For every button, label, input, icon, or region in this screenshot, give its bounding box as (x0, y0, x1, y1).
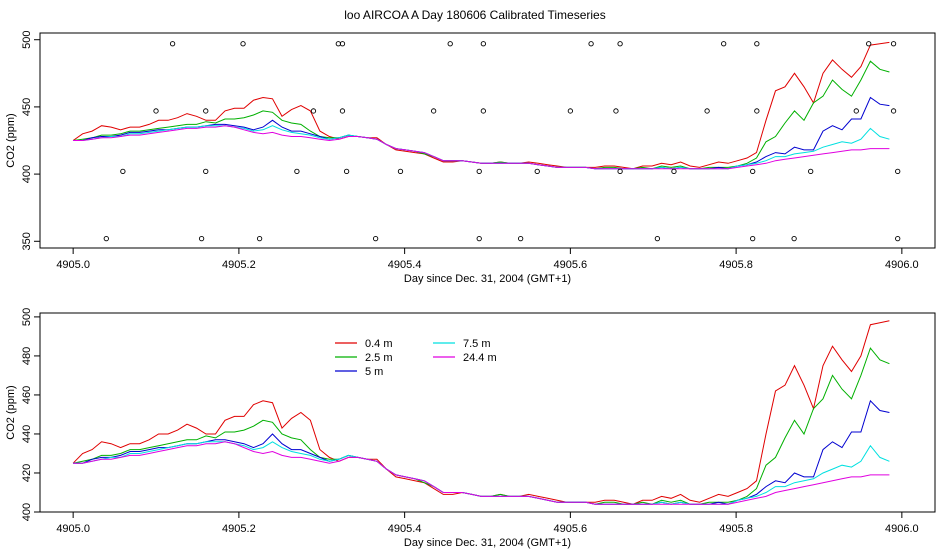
scatter-point (240, 41, 246, 47)
scatter-point (654, 235, 661, 242)
scatter-point (203, 168, 209, 175)
y-tick-label: 400 (21, 165, 33, 183)
y-tick-label: 500 (21, 31, 33, 49)
scatter-point (750, 235, 756, 242)
series-line-7-5-m (73, 125, 890, 170)
plot-frame (39, 32, 936, 249)
scatter-point (447, 41, 453, 47)
panel-bottom: 4905.0 4905.2 4905.4 4905.6 4905.8 4906.0 400 4… (5, 308, 936, 549)
x-tick-label: 4906.0 (885, 523, 919, 535)
y-tick-label: 440 (21, 425, 33, 443)
scatter-point (895, 168, 901, 175)
scatter-point (256, 235, 263, 242)
x-tick-label: 4905.4 (388, 523, 422, 535)
scatter-point (169, 41, 176, 47)
scatter-point (588, 41, 594, 47)
scatter-point (617, 41, 623, 47)
scatter-point (476, 168, 482, 175)
scatter-point (203, 108, 209, 114)
plot-frame (39, 312, 936, 513)
scatter-point (534, 168, 540, 175)
scatter-point (339, 108, 346, 114)
scatter-point (754, 41, 760, 47)
scatter-point (866, 41, 872, 47)
scatter-point (103, 235, 109, 242)
scatter-point (808, 168, 814, 175)
scatter-point (890, 108, 897, 114)
y-tick-label: 400 (21, 503, 33, 521)
panel-top: 4905.0 4905.2 4905.4 4905.6 4905.8 4906.0 350 4… (5, 31, 936, 285)
y-axis-label: CO2 (ppm) (5, 113, 17, 167)
x-tick-label: 4905.8 (719, 259, 753, 271)
series-line-2-5-m (73, 347, 890, 505)
scatter-point (613, 108, 619, 114)
y-axis-label: CO2 (ppm) (5, 385, 17, 439)
scatter-point (198, 235, 205, 242)
x-tick-label: 4905.8 (719, 523, 753, 535)
scatter-point (721, 41, 727, 47)
series-line-5-m (73, 399, 890, 505)
scatter-point (294, 168, 300, 175)
scatter-point (397, 168, 404, 175)
scatter-point (430, 108, 437, 114)
scatter-point (754, 108, 760, 114)
scatter-point (791, 235, 797, 242)
series-line-7-5-m (73, 441, 890, 505)
y-tick-label: 450 (21, 98, 33, 116)
y-tick-label: 460 (21, 386, 33, 404)
scatter-point (372, 235, 379, 242)
legend-label: 24.4 m (463, 352, 497, 364)
scatter-point (567, 108, 574, 114)
scatter-point (617, 168, 623, 175)
scatter-point (480, 108, 487, 114)
series-line-2-5-m (73, 60, 890, 170)
scatter-point (310, 108, 317, 114)
scatter-point (853, 108, 859, 114)
y-tick-label: 480 (21, 347, 33, 365)
y-tick-label: 350 (21, 232, 33, 250)
x-tick-label: 4905.2 (222, 259, 256, 271)
scatter-point (476, 235, 482, 242)
legend-label: 2.5 m (365, 352, 393, 364)
scatter-point (895, 235, 901, 242)
scatter-point (153, 108, 159, 114)
x-tick-label: 4906.0 (885, 259, 919, 271)
x-axis-label: Day since Dec. 31, 2004 (GMT+1) (404, 537, 571, 549)
x-tick-label: 4905.0 (56, 523, 90, 535)
scatter-point (120, 168, 126, 175)
page-title: loo AIRCOA A Day 180606 Calibrated Times… (344, 8, 606, 22)
x-tick-label: 4905.0 (56, 259, 90, 271)
x-tick-label: 4905.6 (554, 259, 588, 271)
scatter-point (704, 108, 710, 114)
series-line-24-4-m (73, 125, 890, 170)
scatter-point (890, 41, 897, 47)
series-line-5-m (73, 96, 890, 170)
x-tick-label: 4905.6 (554, 523, 588, 535)
scatter-point (343, 168, 350, 175)
scatter-point (480, 41, 487, 47)
scatter-point (671, 168, 677, 175)
scatter-point (517, 235, 524, 242)
series-line-0-4-m (72, 41, 890, 170)
y-tick-label: 500 (21, 308, 33, 326)
x-tick-label: 4905.4 (388, 259, 422, 271)
legend-label: 5 m (365, 366, 383, 378)
y-tick-label: 420 (21, 464, 33, 482)
x-tick-label: 4905.2 (222, 523, 256, 535)
series-line-24-4-m (73, 441, 890, 505)
scatter-point (339, 41, 346, 47)
legend-label: 7.5 m (463, 338, 491, 350)
legend-label: 0.4 m (365, 338, 393, 350)
x-axis-label: Day since Dec. 31, 2004 (GMT+1) (404, 273, 571, 285)
scatter-point (750, 168, 756, 175)
